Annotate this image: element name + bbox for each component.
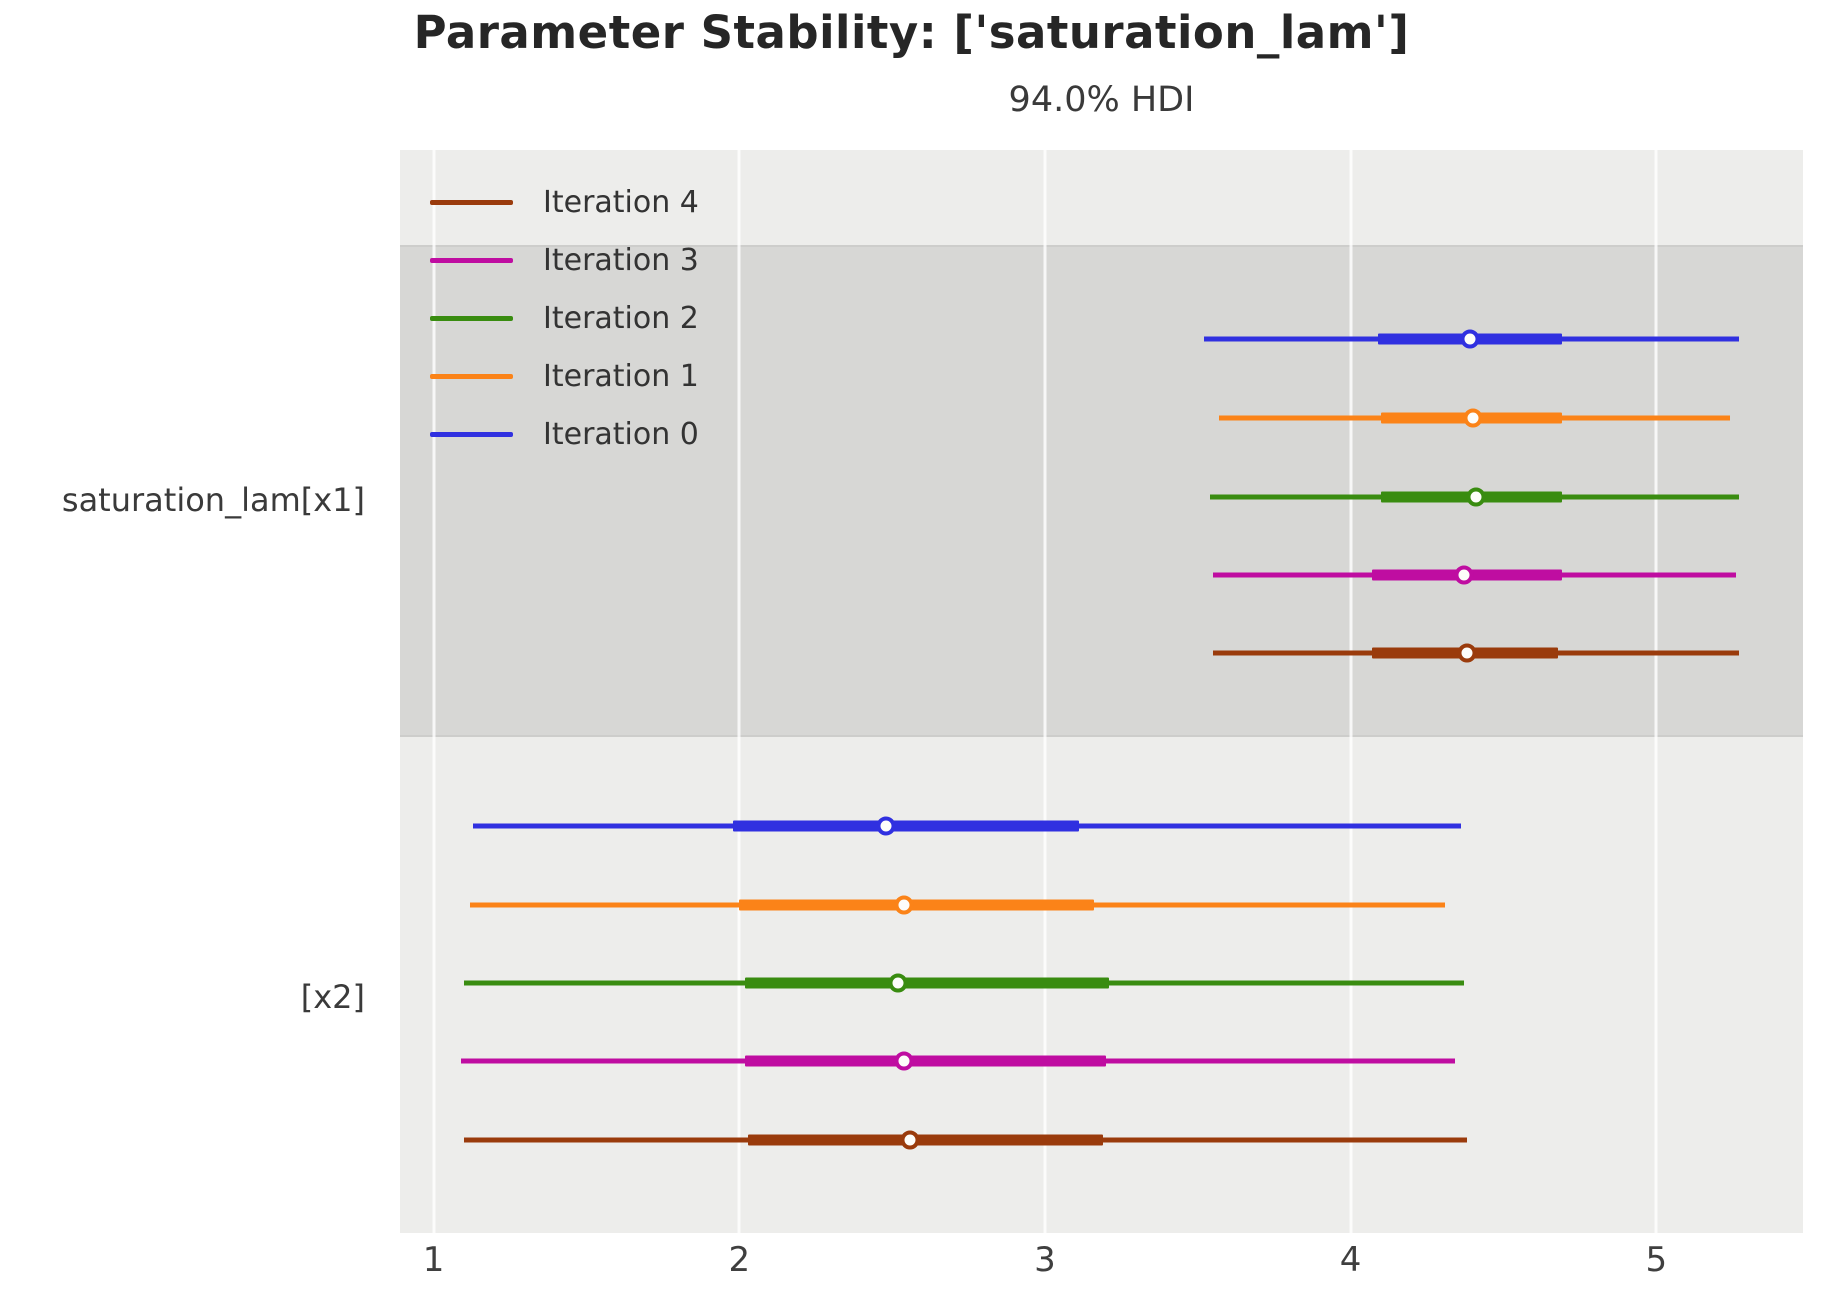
plot-area: Iteration 4 Iteration 3 Iteration 2 Iterati… [400,150,1803,1233]
y-axis-label: [x2] [300,977,365,1016]
iqr-bar [733,820,1079,832]
legend-label: Iteration 2 [543,300,699,336]
legend-line-swatch [430,257,513,263]
gridline [432,150,436,1233]
legend-line-swatch [430,373,513,379]
iqr-bar [739,899,1094,911]
median-dot [1463,408,1483,428]
hdi-subtitle: 94.0% HDI [1008,80,1195,120]
median-dot [894,895,914,915]
x-axis-tick-label: 1 [422,1240,445,1280]
median-dot [888,973,908,993]
legend-item: Iteration 1 [430,347,699,405]
gridline [1654,150,1658,1233]
legend: Iteration 4 Iteration 3 Iteration 2 Iterati… [430,173,699,463]
iqr-bar [745,977,1110,989]
legend-label: Iteration 3 [543,242,699,278]
legend-line-swatch [430,431,513,437]
legend-label: Iteration 1 [543,358,699,394]
gridline [1349,150,1353,1233]
legend-item: Iteration 4 [430,173,699,231]
y-axis-labels: saturation_lam[x1] [x2] [0,150,365,1233]
gridline [1043,150,1047,1233]
iqr-bar [748,1134,1104,1146]
plot-title: Parameter Stability: ['saturation_lam'] [413,6,1410,59]
legend-label: Iteration 0 [543,416,699,452]
median-dot [894,1051,914,1071]
x-axis-tick-label: 5 [1645,1240,1668,1280]
legend-label: Iteration 4 [543,184,699,220]
iqr-bar [745,1055,1107,1067]
legend-item: Iteration 3 [430,231,699,289]
x-axis-tick-labels: 1 2 3 4 5 [400,1240,1803,1286]
gridline [737,150,741,1233]
median-dot [1460,329,1480,349]
median-dot [876,816,896,836]
x-axis-tick-label: 3 [1034,1240,1056,1280]
legend-item: Iteration 2 [430,289,699,347]
x-axis-tick-label: 4 [1339,1240,1362,1280]
median-dot [1454,565,1474,585]
legend-line-swatch [430,199,513,205]
median-dot [1466,487,1486,507]
legend-item: Iteration 0 [430,405,699,463]
x-axis-tick-label: 2 [728,1240,751,1280]
legend-line-swatch [430,315,513,321]
median-dot [900,1130,920,1150]
median-dot [1457,643,1477,663]
y-axis-label: saturation_lam[x1] [61,480,365,519]
